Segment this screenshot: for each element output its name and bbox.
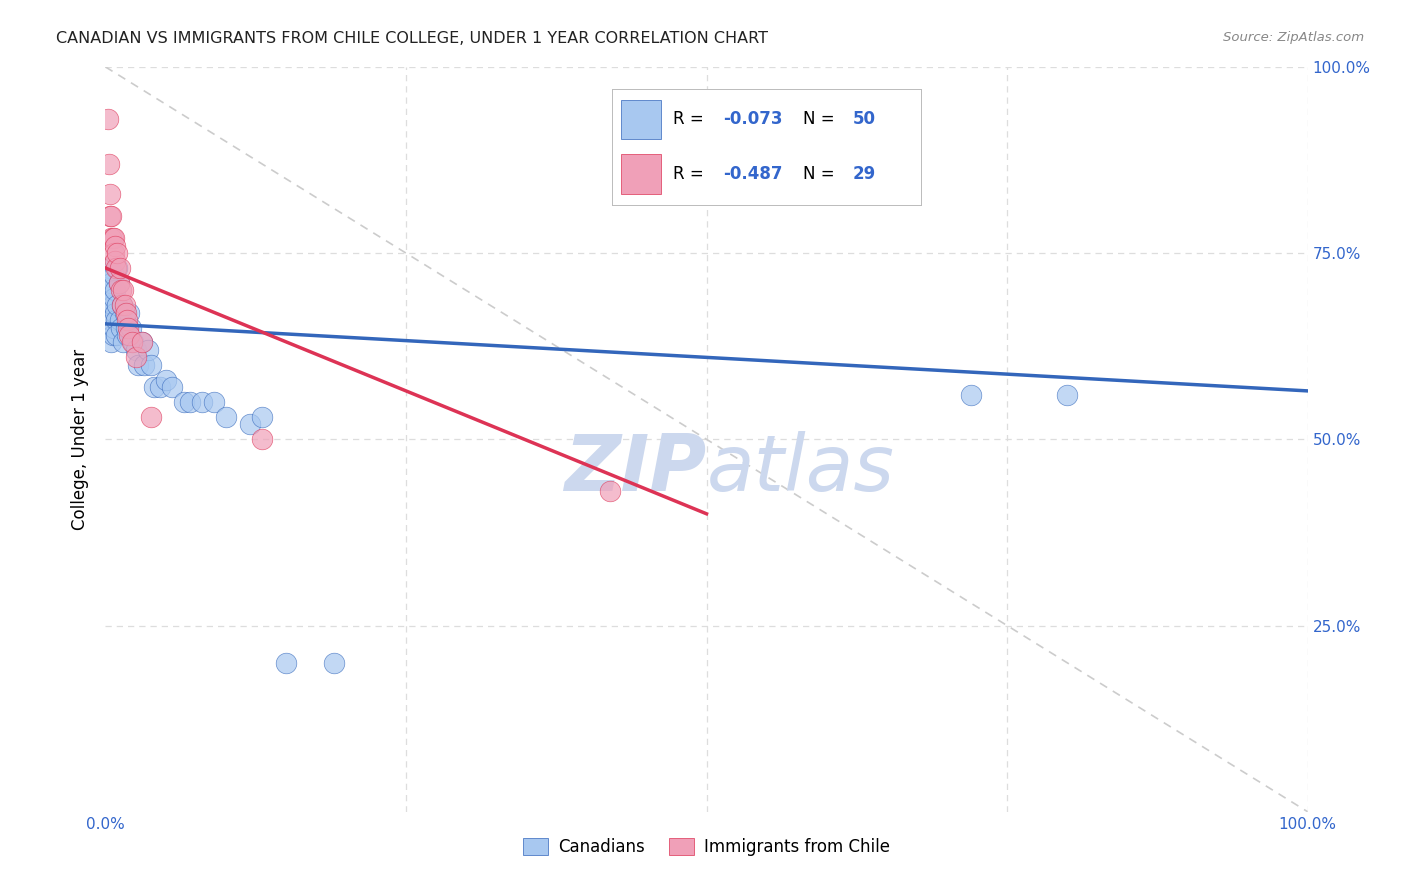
Point bbox=[100, 335, 122, 350]
Point bbox=[104, 238, 127, 252]
Point bbox=[122, 335, 145, 350]
Text: -0.487: -0.487 bbox=[723, 165, 783, 183]
Point bbox=[97, 112, 120, 126]
Point bbox=[322, 656, 344, 670]
Text: ZIP: ZIP bbox=[564, 431, 707, 508]
Point bbox=[202, 395, 225, 409]
Point bbox=[104, 253, 127, 268]
Text: 50: 50 bbox=[853, 111, 876, 128]
Point bbox=[110, 284, 132, 298]
Point bbox=[139, 409, 162, 424]
Y-axis label: College, Under 1 year: College, Under 1 year bbox=[72, 349, 90, 530]
Point bbox=[114, 298, 136, 312]
Point bbox=[107, 276, 129, 290]
Point bbox=[118, 328, 141, 343]
Point bbox=[103, 246, 125, 260]
Point bbox=[960, 387, 983, 401]
Text: R =: R = bbox=[673, 111, 710, 128]
Point bbox=[121, 335, 143, 350]
Point bbox=[131, 335, 153, 350]
Text: CANADIAN VS IMMIGRANTS FROM CHILE COLLEGE, UNDER 1 YEAR CORRELATION CHART: CANADIAN VS IMMIGRANTS FROM CHILE COLLEG… bbox=[56, 31, 768, 46]
Point bbox=[239, 417, 262, 432]
Point bbox=[104, 306, 127, 320]
Bar bbox=[621, 100, 661, 139]
Point bbox=[100, 209, 122, 223]
Point bbox=[190, 395, 212, 409]
Point bbox=[115, 320, 138, 334]
Point bbox=[100, 231, 122, 245]
Point bbox=[108, 260, 131, 275]
Point bbox=[132, 358, 155, 372]
Point bbox=[1056, 387, 1078, 401]
Point bbox=[115, 313, 138, 327]
Text: R =: R = bbox=[673, 165, 710, 183]
Point bbox=[111, 298, 134, 312]
Text: N =: N = bbox=[803, 165, 841, 183]
Point bbox=[111, 298, 134, 312]
Text: Source: ZipAtlas.com: Source: ZipAtlas.com bbox=[1223, 31, 1364, 45]
Point bbox=[110, 320, 132, 334]
Point bbox=[115, 306, 138, 320]
Point bbox=[104, 284, 127, 298]
Point bbox=[98, 186, 121, 201]
Point bbox=[103, 291, 125, 305]
Bar bbox=[621, 154, 661, 194]
Point bbox=[114, 306, 136, 320]
Point bbox=[107, 246, 129, 260]
Point bbox=[98, 209, 121, 223]
Point bbox=[120, 320, 142, 334]
Point bbox=[599, 484, 621, 499]
Point bbox=[173, 395, 195, 409]
Point bbox=[107, 298, 129, 312]
Point bbox=[214, 409, 236, 424]
Point bbox=[274, 656, 297, 670]
Point bbox=[107, 260, 129, 275]
Point bbox=[117, 320, 139, 334]
Point bbox=[101, 231, 124, 245]
Point bbox=[112, 284, 135, 298]
Point bbox=[250, 433, 273, 447]
Point bbox=[148, 380, 170, 394]
Point bbox=[105, 328, 128, 343]
Point bbox=[103, 231, 125, 245]
Point bbox=[98, 157, 121, 171]
Point bbox=[250, 409, 273, 424]
Point bbox=[127, 358, 149, 372]
Point bbox=[179, 395, 201, 409]
Point bbox=[103, 320, 125, 334]
Point bbox=[100, 313, 122, 327]
Legend: Canadians, Immigrants from Chile: Canadians, Immigrants from Chile bbox=[516, 831, 897, 863]
Point bbox=[101, 298, 124, 312]
Point bbox=[105, 260, 128, 275]
Point bbox=[97, 298, 120, 312]
Point bbox=[142, 380, 165, 394]
Point bbox=[124, 351, 146, 365]
Point bbox=[136, 343, 159, 357]
Point bbox=[131, 335, 153, 350]
Point bbox=[160, 380, 183, 394]
Point bbox=[105, 313, 128, 327]
Point bbox=[98, 284, 121, 298]
Text: atlas: atlas bbox=[707, 431, 894, 508]
Point bbox=[98, 260, 121, 275]
Point bbox=[155, 373, 177, 387]
Point bbox=[112, 335, 135, 350]
Point bbox=[103, 268, 125, 283]
Text: 29: 29 bbox=[853, 165, 876, 183]
Point bbox=[101, 328, 124, 343]
Point bbox=[108, 313, 131, 327]
Point bbox=[124, 343, 146, 357]
Text: -0.073: -0.073 bbox=[723, 111, 783, 128]
Point bbox=[139, 358, 162, 372]
Point bbox=[115, 328, 138, 343]
Point bbox=[118, 306, 141, 320]
Point bbox=[98, 268, 121, 283]
Text: N =: N = bbox=[803, 111, 841, 128]
Point bbox=[100, 276, 122, 290]
Point bbox=[107, 276, 129, 290]
